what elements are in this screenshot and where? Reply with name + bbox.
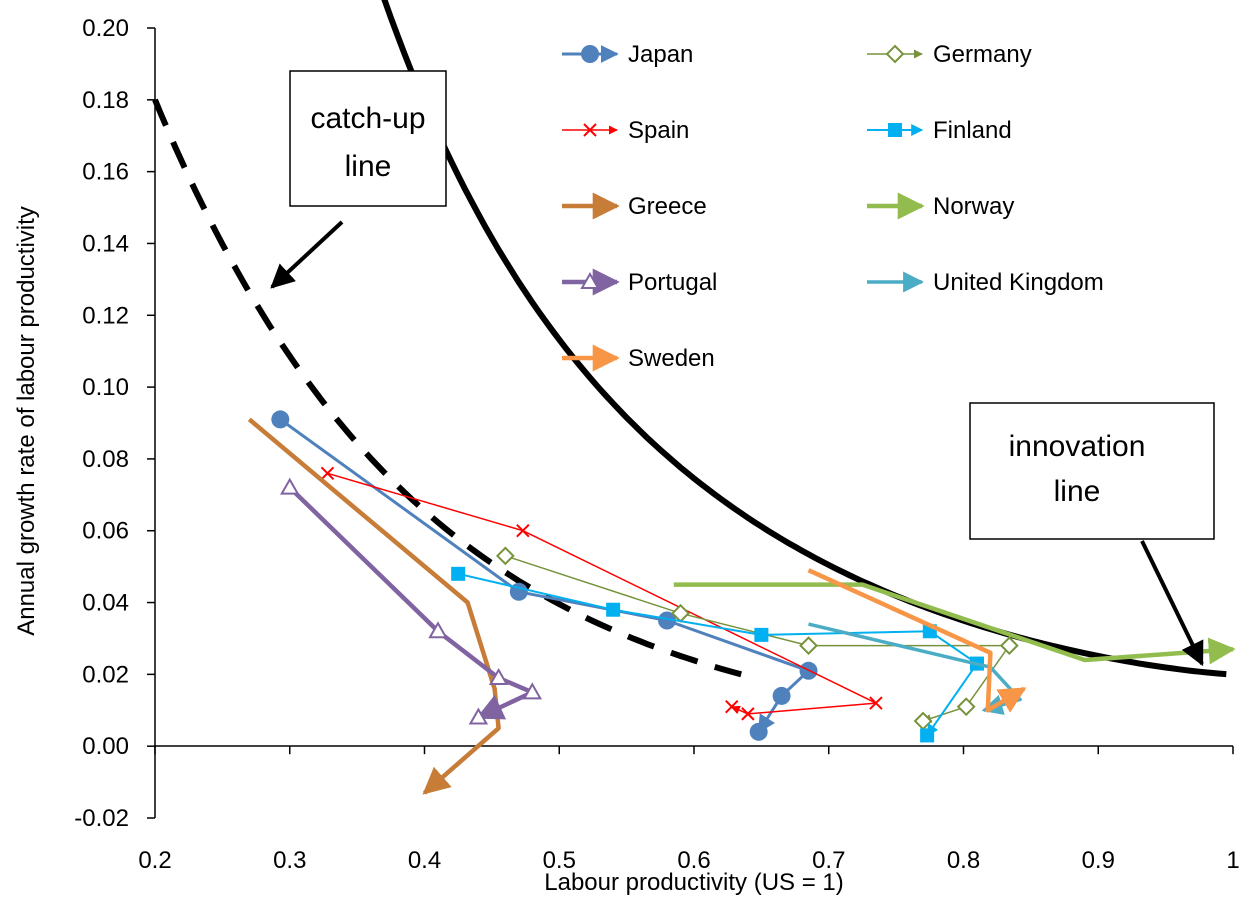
y-tick-label: 0.00: [82, 733, 129, 760]
data-point: [280, 477, 300, 495]
legend-item-japan: Japan: [562, 41, 693, 68]
x-tick-label: 0.9: [1082, 847, 1115, 874]
legend-label: Greece: [628, 193, 707, 220]
data-point: [913, 711, 933, 731]
y-tick-label: 0.20: [82, 15, 129, 42]
catch-up-callout-box: [289, 70, 447, 207]
data-point: [522, 682, 543, 700]
legend-label: Finland: [933, 117, 1012, 144]
x-tick-label: 0.6: [677, 847, 710, 874]
legend-marker: [583, 123, 597, 137]
legend-marker: [885, 44, 905, 64]
data-point: [658, 611, 677, 630]
y-tick-label: 0.10: [82, 374, 129, 401]
innovation-callout-line2: line: [1054, 475, 1101, 508]
legend-label: United Kingdom: [933, 269, 1104, 296]
catch-up-callout-line1: catch-up: [310, 102, 425, 135]
series-portugal: [280, 477, 543, 725]
innovation-callout-line1: innovation: [1009, 430, 1146, 463]
series-line: [327, 472, 877, 715]
data-point: [271, 410, 290, 429]
x-tick-label: 0.3: [273, 847, 306, 874]
legend-item-germany: Germany: [867, 41, 1032, 68]
y-tick-label: 0.02: [82, 661, 129, 688]
legend: Japan Germany Spain Finland Greece Norway Port…: [562, 41, 1104, 372]
series-line: [279, 418, 810, 734]
y-tick-label: 0.16: [82, 159, 129, 186]
innovation-line: [381, 0, 1227, 678]
y-tick-label: 0.14: [82, 230, 129, 257]
legend-item-sweden: Sweden: [562, 344, 715, 372]
series-spain: [320, 466, 883, 721]
y-tick-label: 0.04: [82, 590, 129, 617]
x-axis-title: Labour productivity (US = 1): [544, 869, 843, 896]
y-axis-title: Annual growth rate of labour productivit…: [13, 206, 40, 636]
data-point: [749, 722, 768, 741]
legend-label: Spain: [628, 117, 689, 144]
legend-item-united-kingdom: United Kingdom: [867, 269, 1104, 296]
y-tick-label: 0.06: [82, 518, 129, 545]
legend-item-portugal: Portugal: [562, 268, 717, 296]
legend-item-greece: Greece: [562, 192, 707, 220]
series-japan: [271, 410, 818, 741]
innovation-callout-arrow: [1140, 540, 1204, 667]
legend-label: Portugal: [628, 269, 717, 296]
legend-marker: [580, 271, 600, 289]
catch-up-line: [152, 98, 742, 678]
catch-up-callout-line2: line: [345, 150, 392, 183]
legend-marker: [888, 123, 902, 137]
data-point: [516, 524, 530, 538]
series-layer: [247, 410, 1236, 795]
series-line: [505, 555, 1011, 723]
data-point: [741, 707, 755, 721]
innovation-callout: innovation line: [969, 402, 1215, 667]
series-line: [807, 568, 1027, 713]
legend-label: Germany: [933, 41, 1032, 68]
data-point: [495, 546, 515, 566]
y-tick-label: 0.08: [82, 446, 129, 473]
innovation-callout-box: [969, 402, 1215, 540]
data-point: [869, 696, 883, 710]
data-point: [956, 697, 976, 717]
y-tick-label: -0.02: [74, 805, 129, 832]
data-point: [920, 728, 935, 743]
data-point: [606, 602, 621, 617]
data-point: [999, 636, 1019, 656]
catch-up-callout: catch-up line: [270, 70, 447, 289]
series-line: [673, 582, 1236, 665]
legend-marker: [581, 45, 599, 63]
data-point: [772, 686, 791, 705]
data-point: [428, 621, 448, 639]
legend-label: Norway: [933, 193, 1014, 220]
data-point: [754, 627, 769, 642]
data-point: [451, 566, 466, 581]
series-sweden: [807, 568, 1027, 713]
x-tick-label: 1: [1226, 847, 1239, 874]
data-point: [725, 699, 739, 714]
x-tick-label: 0.4: [408, 847, 441, 874]
data-point: [468, 707, 489, 725]
x-tick-label: 0.8: [947, 847, 980, 874]
legend-item-norway: Norway: [867, 192, 1014, 220]
catch-up-callout-arrow: [270, 220, 344, 289]
series-line: [247, 417, 501, 795]
legend-item-spain: Spain: [562, 117, 689, 144]
x-tick-group: 0.2 0.3 0.4 0.5 0.6 0.7 0.8 0.9 1: [138, 746, 1240, 874]
data-point: [799, 636, 818, 656]
legend-item-finland: Finland: [867, 117, 1012, 144]
series-germany: [495, 546, 1019, 731]
series-greece: [247, 417, 501, 795]
legend-label: Japan: [628, 41, 693, 68]
data-point: [320, 466, 335, 480]
x-tick-label: 0.5: [543, 847, 576, 874]
y-tick-label: 0.18: [82, 87, 129, 114]
series-norway: [673, 582, 1236, 665]
legend-label: Sweden: [628, 345, 715, 372]
x-tick-label: 0.7: [812, 847, 845, 874]
x-tick-label: 0.2: [138, 847, 171, 874]
y-tick-label: 0.12: [82, 302, 129, 329]
data-point: [488, 667, 509, 685]
y-tick-group: -0.02 0.00 0.02 0.04 0.06 0.08 0.10 0.12 0.14 0.1…: [74, 15, 155, 832]
